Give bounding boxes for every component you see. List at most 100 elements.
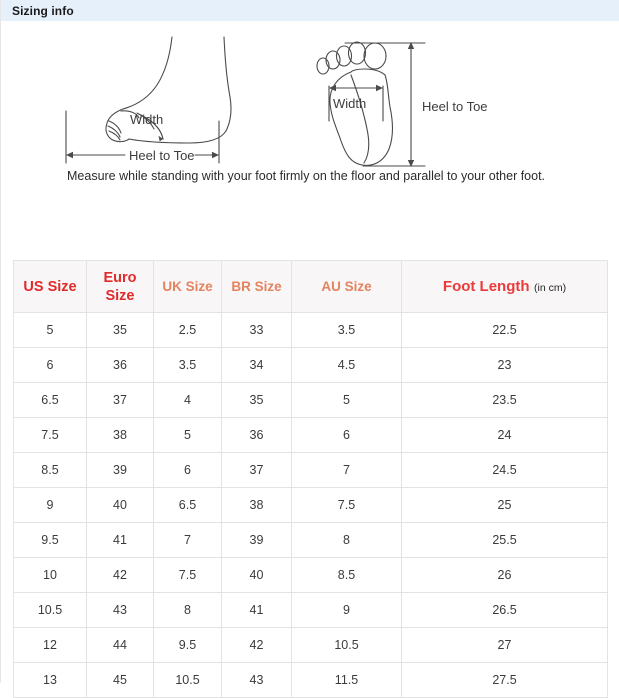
- cell-au-size: 11.5: [291, 662, 402, 698]
- cell-br-size: 34: [221, 347, 292, 383]
- cell-br-size: 33: [221, 312, 292, 348]
- cell-euro-size: 38: [86, 417, 154, 453]
- cell-foot-length: 23: [401, 347, 608, 383]
- cell-euro-size: 45: [86, 662, 154, 698]
- column-header-euro-size: Euro Size: [86, 260, 154, 313]
- column-header-foot-length-unit: (in cm): [534, 281, 567, 294]
- width-arrow-head: [158, 135, 163, 142]
- cell-br-size: 40: [221, 557, 292, 593]
- sole-ball-top-outline: [350, 68, 386, 76]
- column-header-us-size-label: US Size: [23, 278, 77, 295]
- cell-euro-size: 41: [86, 522, 154, 558]
- sole-width-arrow-head-left: [329, 84, 336, 92]
- sole-heel-to-toe-label: Heel to Toe: [422, 99, 488, 114]
- table-row: 9.5 41 7 39 8 25.5: [13, 522, 608, 558]
- cell-us-size: 12: [13, 627, 87, 663]
- cell-euro-size: 44: [86, 627, 154, 663]
- cell-au-size: 6: [291, 417, 402, 453]
- cell-euro-size: 43: [86, 592, 154, 628]
- toe-line-1: [108, 120, 122, 134]
- sole-width-label: Width: [333, 96, 366, 111]
- cell-au-size: 8: [291, 522, 402, 558]
- column-header-uk-size: UK Size: [153, 260, 222, 313]
- column-header-au-size: AU Size: [291, 260, 402, 313]
- sole-width-arrow-head-right: [376, 84, 383, 92]
- sole-arch-line: [350, 74, 370, 164]
- cell-uk-size: 6.5: [153, 487, 222, 523]
- page-title: Sizing info: [12, 4, 74, 18]
- cell-foot-length: 25.5: [401, 522, 608, 558]
- foot-heel-back-outline: [223, 36, 232, 132]
- cell-br-size: 35: [221, 382, 292, 418]
- table-row: 10.5 43 8 41 9 26.5: [13, 592, 608, 628]
- size-table-body: 5 35 2.5 33 3.5 22.5 6 36 3.5 34 4.5 23 6.5 37 4 35 5 23.…: [13, 312, 608, 698]
- table-row: 7.5 38 5 36 6 24: [13, 417, 608, 453]
- cell-br-size: 38: [221, 487, 292, 523]
- cell-us-size: 9.5: [13, 522, 87, 558]
- cell-us-size: 9: [13, 487, 87, 523]
- table-row: 8.5 39 6 37 7 24.5: [13, 452, 608, 488]
- column-header-euro-size-label: Euro Size: [103, 269, 137, 304]
- cell-au-size: 8.5: [291, 557, 402, 593]
- cell-au-size: 4.5: [291, 347, 402, 383]
- cell-uk-size: 6: [153, 452, 222, 488]
- toe-little: [316, 57, 330, 75]
- sole-foot-diagram: Width Heel to Toe: [316, 41, 488, 167]
- cell-uk-size: 4: [153, 382, 222, 418]
- table-row: 10 42 7.5 40 8.5 26: [13, 557, 608, 593]
- table-row: 6 36 3.5 34 4.5 23: [13, 347, 608, 383]
- table-header-row: US Size Euro Size UK Size BR Size AU Siz…: [13, 260, 608, 313]
- cell-foot-length: 25: [401, 487, 608, 523]
- cell-uk-size: 8: [153, 592, 222, 628]
- sole-heel-to-toe-arrow-head-bottom: [407, 160, 415, 167]
- table-row: 6.5 37 4 35 5 23.5: [13, 382, 608, 418]
- cell-euro-size: 35: [86, 312, 154, 348]
- cell-euro-size: 40: [86, 487, 154, 523]
- cell-us-size: 6: [13, 347, 87, 383]
- cell-us-size: 8.5: [13, 452, 87, 488]
- heel-to-toe-arrow-head-left: [66, 151, 73, 159]
- cell-euro-size: 36: [86, 347, 154, 383]
- cell-au-size: 10.5: [291, 627, 402, 663]
- width-measure-arc: [140, 114, 164, 140]
- cell-us-size: 6.5: [13, 382, 87, 418]
- table-row: 5 35 2.5 33 3.5 22.5: [13, 312, 608, 348]
- cell-foot-length: 27: [401, 627, 608, 663]
- cell-foot-length: 24: [401, 417, 608, 453]
- column-header-br-size-label: BR Size: [231, 278, 282, 294]
- cell-uk-size: 9.5: [153, 627, 222, 663]
- cell-br-size: 43: [221, 662, 292, 698]
- cell-us-size: 13: [13, 662, 87, 698]
- cell-foot-length: 27.5: [401, 662, 608, 698]
- cell-au-size: 3.5: [291, 312, 402, 348]
- cell-uk-size: 7.5: [153, 557, 222, 593]
- column-header-br-size: BR Size: [221, 260, 292, 313]
- toe-second: [347, 41, 367, 65]
- size-table-container: US Size Euro Size UK Size BR Size AU Siz…: [13, 260, 608, 698]
- cell-au-size: 7.5: [291, 487, 402, 523]
- column-header-us-size: US Size: [13, 260, 87, 313]
- toe-third: [335, 45, 353, 67]
- foot-toes-outline: [105, 108, 130, 143]
- foot-instep-outline: [122, 36, 173, 110]
- cell-euro-size: 37: [86, 382, 154, 418]
- cell-uk-size: 3.5: [153, 347, 222, 383]
- cell-euro-size: 42: [86, 557, 154, 593]
- side-width-label: Width: [130, 112, 163, 127]
- cell-au-size: 9: [291, 592, 402, 628]
- column-header-uk-size-label: UK Size: [162, 278, 213, 294]
- cell-foot-length: 26.5: [401, 592, 608, 628]
- cell-uk-size: 5: [153, 417, 222, 453]
- diagram-area: Width Heel to Toe: [1, 21, 619, 201]
- cell-foot-length: 23.5: [401, 382, 608, 418]
- column-header-foot-length: Foot Length (in cm): [401, 260, 608, 313]
- toe-line-3: [108, 130, 121, 141]
- size-conversion-table: US Size Euro Size UK Size BR Size AU Siz…: [13, 260, 608, 698]
- toe-fourth: [325, 50, 341, 70]
- column-header-au-size-label: AU Size: [321, 278, 372, 294]
- cell-us-size: 10: [13, 557, 87, 593]
- cell-au-size: 5: [291, 382, 402, 418]
- cell-au-size: 7: [291, 452, 402, 488]
- measure-instruction-text: Measure while standing with your foot fi…: [67, 169, 546, 183]
